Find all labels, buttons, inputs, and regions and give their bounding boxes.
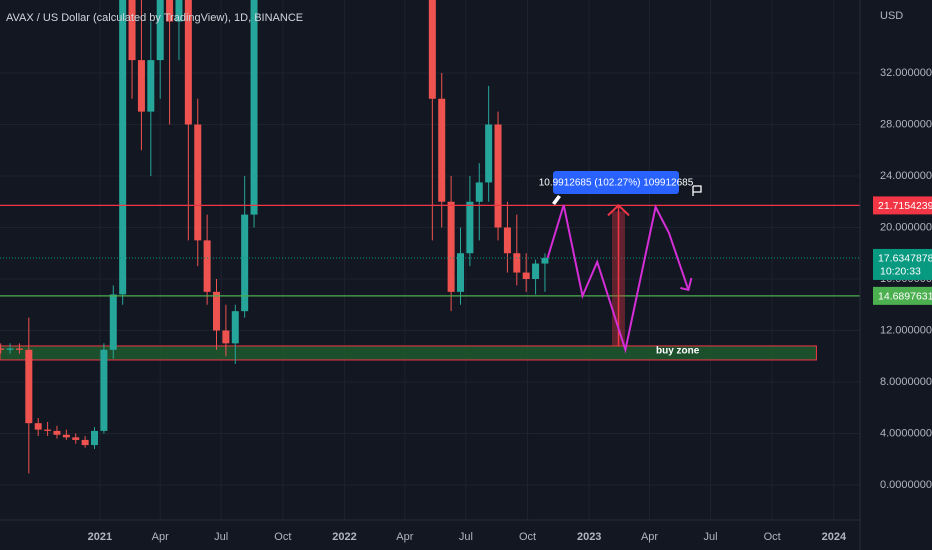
candle-body xyxy=(532,263,540,279)
candle-body xyxy=(522,272,530,279)
last-price-bg xyxy=(873,248,932,280)
candle-body xyxy=(166,0,174,22)
candle-body xyxy=(438,98,446,202)
y-tick-label: 12.0000000 xyxy=(880,324,932,336)
x-tick-label: Apr xyxy=(152,531,169,543)
y-tick-label: 20.0000000 xyxy=(880,221,932,233)
candle-body xyxy=(184,0,192,125)
x-tick-label: Jul xyxy=(214,531,228,543)
candle-body xyxy=(194,124,202,241)
candle-body xyxy=(100,349,108,431)
pen-icon xyxy=(552,195,561,205)
candle-body xyxy=(156,0,164,61)
level-label-bg xyxy=(873,286,932,305)
x-tick-label: Jul xyxy=(459,531,473,543)
x-tick-label: Apr xyxy=(396,531,413,543)
buy-zone xyxy=(0,345,817,361)
chart-title: AVAX / US Dollar (calculated by TradingV… xyxy=(6,12,303,24)
plot-area xyxy=(0,0,860,474)
y-tick-label: 0.0000000 xyxy=(880,479,932,491)
measure-label: 10.9912685 (102.27%) 109912685 xyxy=(539,178,694,189)
candle-body xyxy=(475,182,483,202)
projection-arrowhead xyxy=(680,277,693,292)
x-tick-label: Oct xyxy=(519,531,536,543)
candle-body xyxy=(241,214,249,312)
projection-path xyxy=(546,204,690,354)
candle-body xyxy=(119,0,127,295)
x-tick-label: 2021 xyxy=(88,531,112,543)
candle-body xyxy=(81,439,89,446)
currency: USD xyxy=(880,10,903,22)
candle-body xyxy=(109,294,117,350)
y-tick-label: 24.0000000 xyxy=(880,170,932,182)
candle-body xyxy=(0,348,5,350)
candle-body xyxy=(91,430,99,446)
candle-body xyxy=(72,437,80,440)
candle-body xyxy=(213,291,221,331)
x-tick-label: Jul xyxy=(703,531,717,543)
y-tick-label: 8.0000000 xyxy=(880,376,932,388)
x-tick-label: Oct xyxy=(274,531,291,543)
candle-body xyxy=(203,240,211,292)
candle-body xyxy=(128,0,136,61)
candle-body xyxy=(175,0,183,22)
candle-body xyxy=(53,430,61,435)
candle-body xyxy=(44,429,52,431)
candle-body xyxy=(513,253,521,273)
candle-body xyxy=(250,0,258,215)
x-tick-label: 2024 xyxy=(822,531,847,543)
x-tick-label: 2023 xyxy=(577,531,601,543)
candle-body xyxy=(428,0,436,99)
y-tick-label: 32.0000000 xyxy=(880,67,932,79)
candle-body xyxy=(503,227,511,254)
candle-body xyxy=(147,60,155,112)
candle-body xyxy=(25,349,33,424)
last-price: 17.6347878 xyxy=(878,253,932,265)
level-label-bg xyxy=(873,196,932,215)
candle-body xyxy=(231,311,239,344)
candle-body xyxy=(15,348,23,350)
candle-body xyxy=(485,124,493,183)
x-tick-label: Apr xyxy=(641,531,658,543)
candle-body xyxy=(6,348,14,350)
candle-body xyxy=(447,201,455,292)
measure-head xyxy=(607,204,630,217)
axes: 0.00000004.00000008.000000012.000000016.… xyxy=(88,67,932,543)
measure-label-bg xyxy=(553,171,679,194)
candle-body xyxy=(222,330,230,344)
zone-label: buy zone xyxy=(656,346,700,357)
candle-body xyxy=(466,201,474,254)
candle-body xyxy=(34,423,42,430)
flag-icon xyxy=(692,185,702,196)
y-tick-label: 4.0000000 xyxy=(880,427,932,439)
x-tick-label: 2022 xyxy=(332,531,356,543)
candle-body xyxy=(541,257,549,264)
candle-body xyxy=(62,434,70,438)
level-label: 21.7154239 xyxy=(878,200,932,212)
y-tick-label: 28.0000000 xyxy=(880,118,932,130)
level-label: 14.6897631 xyxy=(878,291,932,303)
candle-body xyxy=(456,253,464,292)
candle-body xyxy=(494,124,502,228)
countdown: 10:20:33 xyxy=(880,266,921,278)
candle-body xyxy=(137,60,145,112)
x-tick-label: Oct xyxy=(764,531,781,543)
